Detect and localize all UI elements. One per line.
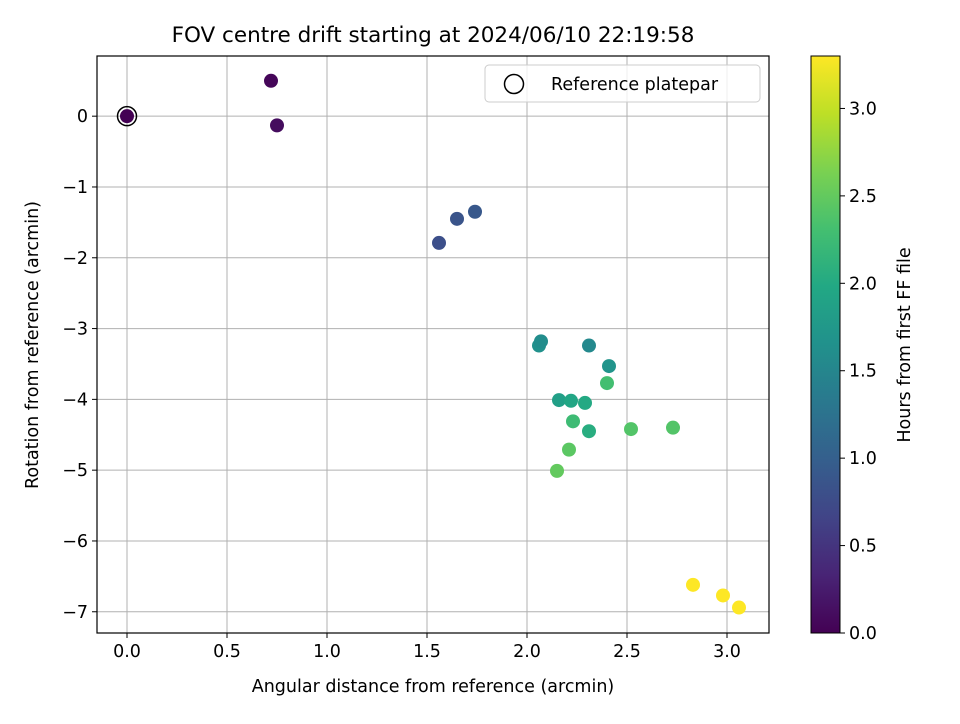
data-point <box>600 376 614 391</box>
colorbar-tick-label: 2.5 <box>849 187 877 207</box>
x-tick-label: 0.5 <box>213 642 241 662</box>
data-point <box>666 420 680 435</box>
x-tick-label: 2.0 <box>513 642 541 662</box>
grid-lines <box>97 56 769 633</box>
data-point <box>432 235 446 250</box>
reference-marker-layer <box>116 105 138 127</box>
colorbar-label: Hours from first FF file <box>895 247 915 442</box>
colorbar-tick-label: 2.0 <box>849 274 877 294</box>
y-axis-label: Rotation from reference (arcmin) <box>23 201 43 489</box>
y-tick-label: −1 <box>62 178 88 198</box>
data-point <box>468 204 482 219</box>
y-tick-label: −6 <box>62 532 88 552</box>
y-tick-label: −3 <box>62 320 88 340</box>
legend-marker-icon <box>503 73 525 95</box>
y-tick-label: 0 <box>77 107 88 127</box>
data-point <box>624 422 638 437</box>
data-point <box>552 393 566 408</box>
x-tick-label: 1.5 <box>413 642 441 662</box>
colorbar-ticks: 0.0 0.5 1.0 1.5 2.0 2.5 3.0 <box>840 99 877 644</box>
x-axis-ticks: 0.0 0.5 1.0 1.5 2.0 2.5 3.0 <box>113 633 741 662</box>
x-axis-label: Angular distance from reference (arcmin) <box>252 677 615 697</box>
data-point <box>120 109 134 124</box>
data-point <box>582 338 596 353</box>
colorbar-gradient <box>810 55 841 634</box>
data-point <box>686 577 700 592</box>
legend-entry-reference: Reference platepar <box>551 75 719 95</box>
data-point <box>562 442 576 457</box>
data-point <box>732 600 746 615</box>
colorbar-tick-label: 3.0 <box>849 99 877 119</box>
colorbar-tick-label: 0.0 <box>849 624 877 644</box>
plot-frame <box>96 55 770 634</box>
legend: Reference platepar <box>484 64 761 103</box>
data-point <box>264 73 278 88</box>
reference-platepar-marker <box>116 105 138 127</box>
x-tick-label: 2.5 <box>613 642 641 662</box>
colorbar-tick-label: 1.0 <box>849 449 877 469</box>
y-tick-label: −4 <box>62 390 88 410</box>
x-tick-label: 0.0 <box>113 642 141 662</box>
data-point <box>550 463 564 478</box>
data-point <box>716 588 730 603</box>
data-point <box>578 395 592 410</box>
y-tick-label: −7 <box>62 603 88 623</box>
colorbar: 0.0 0.5 1.0 1.5 2.0 2.5 3.0 Hours from first F… <box>810 55 915 644</box>
data-point <box>270 118 284 133</box>
x-tick-label: 1.0 <box>313 642 341 662</box>
data-point <box>564 393 578 408</box>
data-points <box>120 73 746 615</box>
colorbar-tick-label: 0.5 <box>849 537 877 557</box>
y-tick-label: −2 <box>62 249 88 269</box>
y-tick-label: −5 <box>62 461 88 481</box>
data-point <box>450 211 464 226</box>
x-tick-label: 3.0 <box>713 642 741 662</box>
data-point <box>602 359 616 374</box>
data-point <box>534 334 548 349</box>
y-axis-ticks: 0 −1 −2 −3 −4 −5 −6 −7 <box>62 107 97 623</box>
data-point <box>566 414 580 429</box>
colorbar-tick-label: 1.5 <box>849 362 877 382</box>
legend-box <box>484 64 761 103</box>
data-point <box>582 424 596 439</box>
chart-title: FOV centre drift starting at 2024/06/10 … <box>172 23 695 48</box>
